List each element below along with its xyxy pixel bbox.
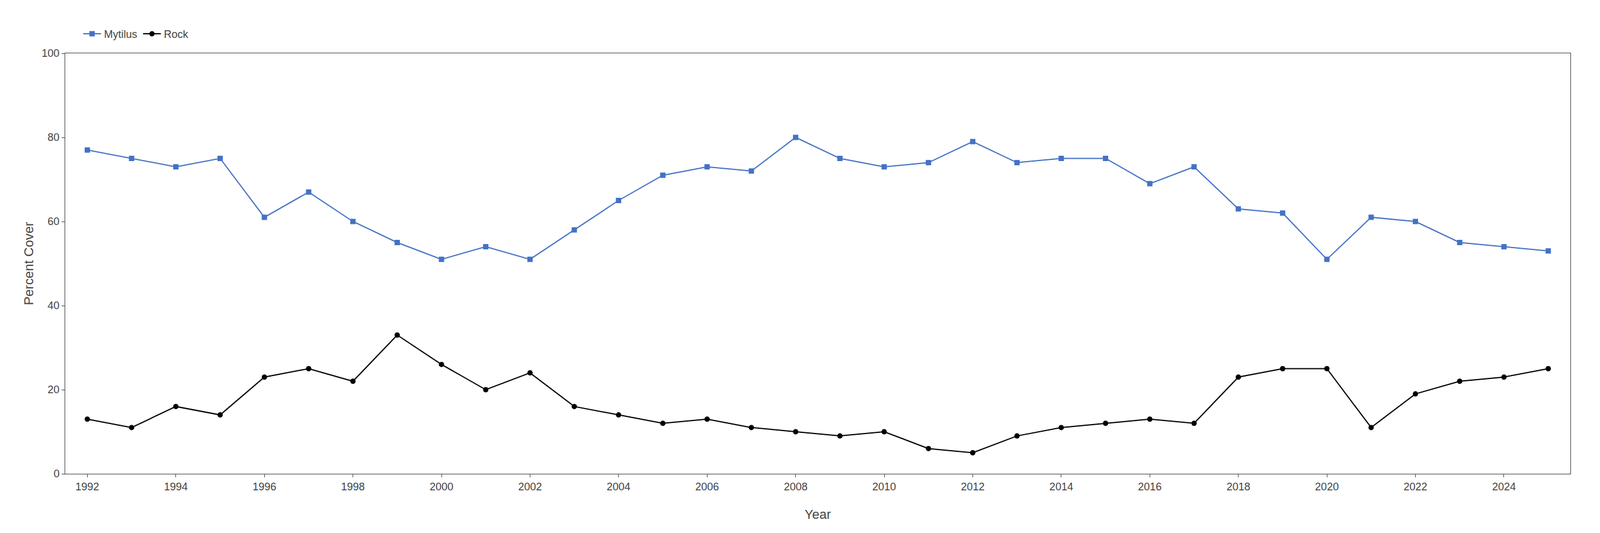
svg-text:2012: 2012: [960, 481, 985, 494]
svg-text:60: 60: [47, 215, 60, 228]
svg-text:Mytilus: Mytilus: [103, 28, 137, 41]
svg-text:80: 80: [47, 131, 60, 144]
svg-text:Percent Cover: Percent Cover: [21, 222, 37, 306]
svg-text:2000: 2000: [429, 481, 454, 494]
svg-text:1996: 1996: [252, 481, 277, 494]
svg-text:0: 0: [53, 468, 60, 480]
svg-text:1994: 1994: [164, 481, 188, 494]
svg-text:2002: 2002: [517, 481, 542, 494]
svg-text:2022: 2022: [1403, 481, 1428, 494]
svg-text:2024: 2024: [1492, 481, 1516, 494]
svg-text:2020: 2020: [1314, 481, 1339, 494]
svg-text:2010: 2010: [872, 481, 896, 494]
svg-text:2016: 2016: [1137, 481, 1162, 494]
svg-text:2004: 2004: [606, 481, 631, 494]
svg-text:2006: 2006: [695, 481, 719, 494]
svg-text:40: 40: [47, 299, 60, 312]
svg-text:Rock: Rock: [163, 28, 189, 41]
svg-text:1992: 1992: [75, 481, 99, 494]
svg-text:2014: 2014: [1049, 481, 1074, 494]
svg-text:2008: 2008: [784, 481, 808, 494]
svg-text:1998: 1998: [341, 481, 366, 494]
svg-text:Year: Year: [804, 507, 831, 523]
svg-text:2018: 2018: [1226, 481, 1251, 494]
svg-text:20: 20: [47, 384, 60, 396]
svg-text:100: 100: [41, 47, 60, 60]
